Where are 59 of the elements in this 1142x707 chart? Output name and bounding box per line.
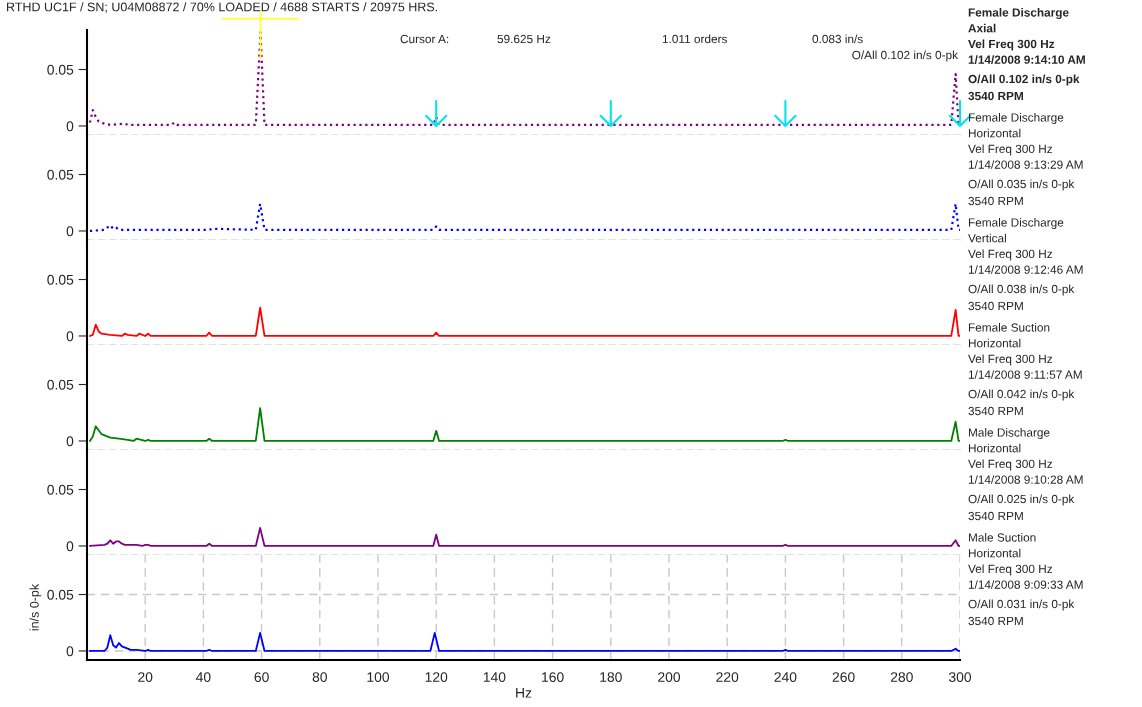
- text: Female Discharge Vertical Vel Freq 300 Hz 1/14/2008 9:12:46 AM: [968, 218, 1083, 274]
- text: O/All 0.038 in/s 0-pk: [968, 284, 1075, 296]
- annotation: O/All 0.102 in/s 0-pk: [852, 50, 959, 62]
- text: 3540 RPM: [968, 406, 1023, 416]
- y-tick-label: 0.05: [47, 64, 74, 75]
- annotation: 59.625 Hz: [497, 34, 551, 44]
- text: O/All 0.035 in/s 0-pk: [968, 179, 1075, 191]
- chart-title: RTHD UC1F / SN; U04M08872 / 70% LOADED / 4688 STARTS / 20975 HRS.: [7, 2, 437, 13]
- x-tick-label: 80: [312, 672, 327, 683]
- x-tick-label: 100: [367, 672, 390, 683]
- y-tick-label: 0: [66, 436, 74, 447]
- x-tick-label: 240: [774, 672, 797, 683]
- x-tick-label: 200: [658, 672, 681, 683]
- series-label: Female Discharge Axial Vel Freq 300 Hz 1/14/2008 9:14:10 AM: [968, 8, 1085, 64]
- text: 3540 RPM: [968, 301, 1023, 311]
- text: 3540 RPM: [968, 91, 1023, 101]
- x-tick-label: 120: [425, 672, 448, 683]
- line-series: [89, 631, 960, 652]
- y-tick-label: 0: [66, 541, 74, 552]
- y-tick-label: 0.05: [47, 484, 74, 495]
- x-tick-label: 260: [832, 672, 855, 683]
- line-series: [89, 306, 960, 337]
- x-tick-label: 300: [948, 672, 972, 683]
- y-tick-label: 0.05: [47, 274, 74, 285]
- y-tick-label: 0: [66, 646, 74, 657]
- x-tick-label: 160: [542, 672, 564, 683]
- line-series: [89, 407, 960, 442]
- text: 3540 RPM: [968, 196, 1023, 206]
- text: O/All 0.102 in/s 0-pk: [968, 74, 1080, 86]
- text: O/All 0.042 in/s 0-pk: [968, 389, 1075, 401]
- line-series: [88, 202, 960, 233]
- text: 3540 RPM: [968, 511, 1023, 521]
- annotation: Cursor A:: [400, 34, 449, 44]
- annotation: 1.011 orders: [662, 34, 727, 44]
- x-tick-label: 280: [890, 672, 913, 683]
- x-tick-label: 180: [600, 672, 622, 683]
- x-axis-title: Hz: [516, 688, 532, 698]
- y-tick-label: 0: [66, 121, 74, 132]
- annotation: 0.083 in/s: [812, 34, 863, 44]
- x-tick-label: 60: [254, 672, 269, 683]
- text: Female Suction Horizontal Vel Freq 300 Hz 1/14/2008 9:11:57 AM: [968, 323, 1082, 379]
- text: O/All 0.025 in/s 0-pk: [968, 494, 1075, 506]
- y-tick-label: 0.05: [47, 169, 74, 180]
- x-tick-label: 40: [196, 672, 211, 683]
- text: Male Discharge Horizontal Vel Freq 300 Hz 1/14/2008 9:10:28 AM: [968, 428, 1083, 484]
- x-tick-label: 20: [138, 672, 153, 683]
- line-series: [89, 526, 960, 547]
- text: 3540 RPM: [968, 616, 1023, 626]
- line-series: [88, 31, 960, 126]
- text: O/All 0.031 in/s 0-pk: [968, 599, 1075, 611]
- y-tick-label: 0.05: [47, 379, 74, 390]
- y-axis-title: in/s 0-pk: [29, 583, 42, 631]
- text: Male Suction Horizontal Vel Freq 300 Hz 1/14/2008 9:09:33 AM: [968, 533, 1083, 589]
- y-tick-label: 0.05: [47, 589, 74, 600]
- y-tick-label: 0: [66, 226, 74, 237]
- y-tick-label: 0: [66, 331, 74, 342]
- x-tick-label: 140: [483, 672, 506, 683]
- x-tick-label: 220: [716, 672, 739, 683]
- text: Female Discharge Horizontal Vel Freq 300 Hz 1/14/2008 9:13:29 AM: [968, 113, 1083, 169]
